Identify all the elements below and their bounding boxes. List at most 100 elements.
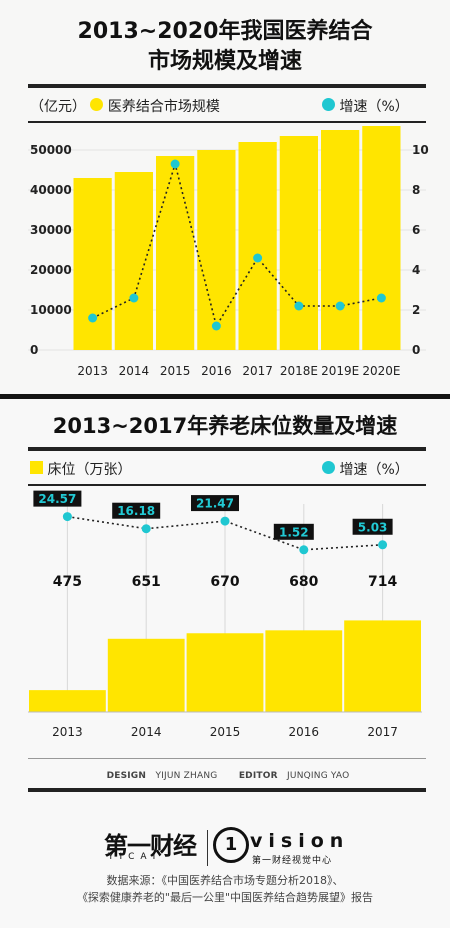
chart2-title: 2013~2017年养老床位数量及增速 [52,414,398,438]
y-right-tick-label: 0 [412,343,420,357]
x-tick-label: 2014 [119,364,150,378]
growth-point [62,512,72,522]
chart1-legend-rule [28,121,426,123]
bar-legend-marker [90,98,104,111]
chart2-legend-right: 增速（%） [322,459,409,479]
bar-value-label: 714 [368,574,397,590]
growth-badge [352,518,393,535]
growth-badge [273,523,314,540]
x-tick-label: 2016 [289,725,320,739]
x-tick-label: 2013 [77,364,108,378]
growth-point [376,293,386,303]
bar [362,126,401,350]
bar [114,172,153,350]
growth-point [220,516,230,526]
line-legend-marker [322,461,335,474]
x-tick-label: 2018E [280,364,318,378]
bar-value-label: 475 [53,574,82,590]
growth-point [294,301,304,311]
y-left-tick-label: 0 [30,343,38,357]
growth-point [253,253,263,263]
x-tick-label: 2013 [52,725,83,739]
bar [344,620,421,712]
yicai-logo-sub: YICAI [108,852,162,862]
growth-point [170,159,180,169]
bar-legend-marker [30,461,43,474]
vision-logo-text: vision [250,830,350,852]
editor-name: JUNQING YAO [287,771,350,781]
chart2-top-rule [28,447,426,451]
growth-point [335,301,345,311]
x-tick-label: 2014 [131,725,162,739]
growth-point [299,545,309,555]
y-left-tick-label: 20000 [30,263,72,277]
bar [186,633,264,712]
growth-point [129,293,139,303]
growth-badge-label: 1.52 [279,525,309,539]
growth-badge-label: 21.47 [196,497,234,511]
y-right-tick-label: 10 [412,143,429,157]
growth-badge [33,490,82,507]
vision-logo-mark: 1 [213,827,249,863]
y-right-tick-label: 2 [412,303,420,317]
chart2-legend-rule [28,484,426,486]
growth-badge-label: 5.03 [358,520,388,534]
credits-top-rule [28,758,426,759]
y-right-tick-label: 8 [412,183,420,197]
credits-bottom-rule [28,788,426,792]
y-left-tick-label: 30000 [30,223,72,237]
chart1-legend-bar-label: 医养结合市场规模 [107,99,220,115]
chart2-legend-bar-label: 床位（万张） [47,462,132,478]
line-legend-marker [322,98,335,111]
source-line-1: 数据来源：《中国医养结合市场专题分析2018》、 [106,874,344,887]
bar-value-label: 651 [132,574,161,590]
chart1-top-rule [28,84,426,88]
vision-logo-sub: 第一财经视觉中心 [252,856,333,866]
design-name: YIJUN ZHANG [155,771,218,781]
growth-point [211,321,221,331]
source-line-2: 《探索健康养老的"最后一公里"中国医养结合趋势展望》报告 [76,891,374,904]
chart1-title-line1: 2013~2020年我国医养结合 [77,19,373,44]
x-tick-label: 2017 [242,364,273,378]
y-left-tick-label: 40000 [30,183,72,197]
logo-separator [207,830,208,866]
bar [156,156,195,350]
chart1-legend-left: （亿元） 医养结合市场规模 [30,96,220,116]
bar [279,136,318,350]
growth-badge-label: 24.57 [38,492,76,506]
x-tick-label: 2020E [362,364,400,378]
chart2-legend-line-label: 增速（%） [339,462,409,478]
y-right-tick-label: 4 [412,263,420,277]
y-left-tick-label: 50000 [30,143,72,157]
x-tick-label: 2015 [160,364,191,378]
growth-point [141,524,151,534]
x-tick-label: 2015 [210,725,241,739]
bar-value-label: 670 [210,574,239,590]
bar-value-label: 680 [289,574,318,590]
growth-point [88,313,98,323]
x-tick-label: 2016 [201,364,232,378]
yicai-logo: 第一财经 [104,832,197,860]
bar [321,130,360,350]
credits-line: DESIGN YIJUN ZHANG EDITOR JUNQING YAO [0,771,450,781]
chart1-unit-label: （亿元） [30,99,86,115]
chart1-title-line2: 市场规模及增速 [147,49,302,74]
bar [73,178,112,350]
y-left-tick-label: 10000 [30,303,72,317]
growth-badge [112,502,161,519]
growth-line [92,161,382,329]
chart1-legend-right: 增速（%） [322,96,409,116]
bar [265,630,343,712]
growth-point [378,540,388,550]
chart2-svg: 475 651 670 680 714 24.57 16.18 21.47 1.52 5.03 20… [28,490,422,739]
growth-badge-label: 16.18 [117,504,155,518]
chart1-legend-line-label: 增速（%） [339,99,409,115]
growth-badge [191,495,239,512]
bar [29,690,106,712]
x-tick-label: 2019E [321,364,359,378]
section-divider [0,394,450,399]
bar [197,150,236,350]
x-tick-label: 2017 [367,725,398,739]
editor-label: EDITOR [238,771,278,781]
